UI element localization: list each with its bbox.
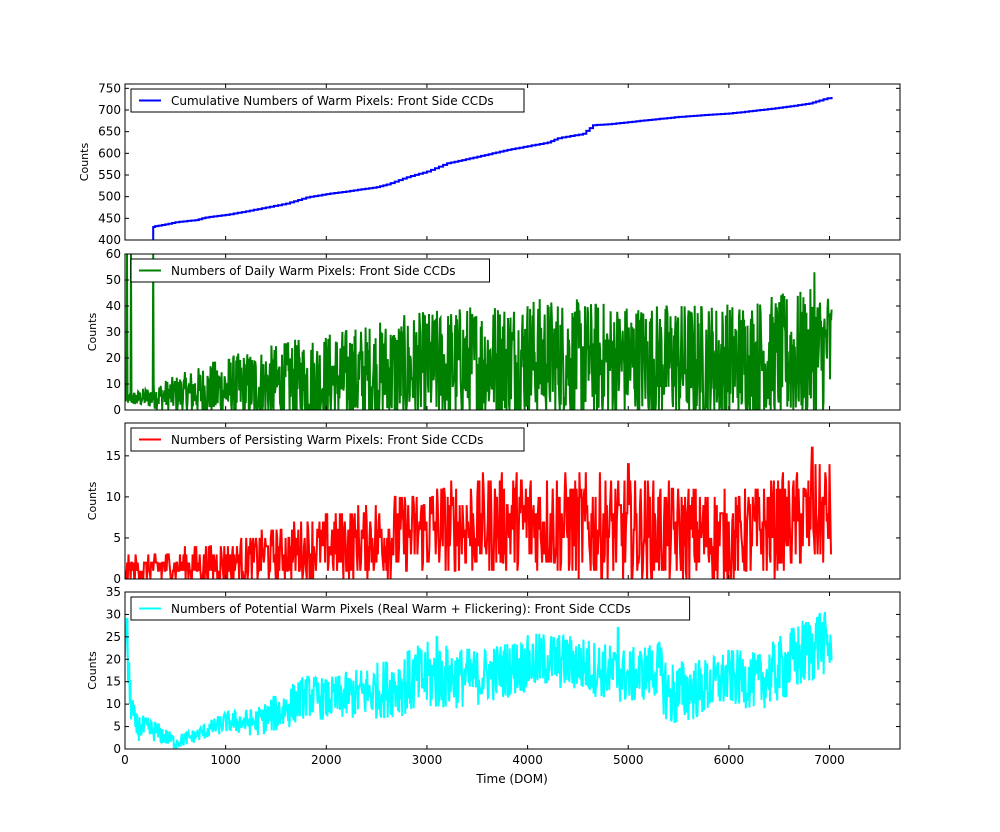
y-tick-label: 20 (106, 351, 121, 365)
y-tick-label: 10 (106, 697, 121, 711)
x-tick-label: 6000 (714, 753, 745, 767)
series-group (125, 254, 833, 410)
y-tick-label: 60 (106, 247, 121, 261)
panels: 400450500550600650700750CountsCumulative… (78, 81, 901, 767)
panel-1: 400 450 500 550 600 650 700 750 Counts Cumulative… (78, 81, 901, 247)
y-tick-label: 20 (106, 652, 121, 666)
legend-label: Numbers of Persisting Warm Pixels: Front… (171, 433, 483, 447)
y-tick-label: 15 (106, 675, 121, 689)
series-group (125, 611, 833, 749)
legend-label: Numbers of Potential Warm Pixels (Real W… (171, 602, 631, 616)
x-tick-label: 3000 (412, 753, 443, 767)
panel-frame (124, 422, 901, 580)
series-line-4 (125, 611, 833, 749)
legend-box (130, 596, 691, 621)
y-tick-label: 25 (106, 630, 121, 644)
y-tick-label: 10 (106, 377, 121, 391)
y-tick-label: 650 (98, 125, 121, 139)
x-tick-label: 7000 (814, 753, 845, 767)
legend-box (130, 258, 490, 283)
y-tick-label: 400 (98, 233, 121, 247)
y-axis-label: Counts (86, 651, 99, 690)
y-tick-label: 40 (106, 299, 121, 313)
y-tick-label: 5 (113, 720, 121, 734)
y-tick-label: 5 (113, 531, 121, 545)
y-tick-label: 50 (106, 273, 121, 287)
series-line-3 (125, 446, 832, 579)
legend-label: Cumulative Numbers of Warm Pixels: Front… (171, 94, 494, 108)
y-tick-label: 0 (113, 572, 121, 586)
x-tick-label: 2000 (311, 753, 342, 767)
panel-4: 0 5 10 15 20 25 30 35 0 1000 2000 3000 4000 5000 6000 7… (86, 585, 901, 767)
series-line-2 (125, 254, 833, 410)
y-tick-label: 600 (98, 146, 121, 160)
panel-3: 0 5 10 15 Counts Numbers of Persisting Warm P… (86, 422, 901, 586)
y-tick-label: 30 (106, 325, 121, 339)
y-tick-label: 550 (98, 168, 121, 182)
y-axis-label: Counts (78, 143, 91, 182)
y-tick-label: 500 (98, 190, 121, 204)
x-tick-label: 4000 (512, 753, 543, 767)
y-axis-label: Counts (86, 313, 99, 352)
y-tick-label: 450 (98, 211, 121, 225)
x-axis-label: Time (DOM) (475, 772, 548, 786)
y-tick-label: 15 (106, 449, 121, 463)
y-tick-label: 750 (98, 81, 121, 95)
panel-2: 0 10 20 30 40 50 60 Counts Numbers of Daily Warm… (86, 247, 901, 417)
x-tick-label: 0 (121, 753, 129, 767)
cumulative-series-line (152, 97, 833, 240)
x-tick-label: 1000 (210, 753, 241, 767)
panel-frame (124, 591, 901, 750)
legend-box (130, 88, 525, 113)
y-tick-label: 30 (106, 607, 121, 621)
series-group (152, 97, 833, 240)
legend-box (130, 427, 525, 452)
y-tick-label: 0 (113, 742, 121, 756)
x-tick-label: 5000 (613, 753, 644, 767)
y-axis-label: Counts (86, 482, 99, 521)
y-tick-label: 700 (98, 103, 121, 117)
legend-label: Numbers of Daily Warm Pixels: Front Side… (171, 264, 456, 278)
panel-frame (124, 83, 901, 241)
y-tick-label: 0 (113, 403, 121, 417)
y-tick-label: 10 (106, 490, 121, 504)
series-group (125, 446, 832, 579)
y-tick-label: 35 (106, 585, 121, 599)
